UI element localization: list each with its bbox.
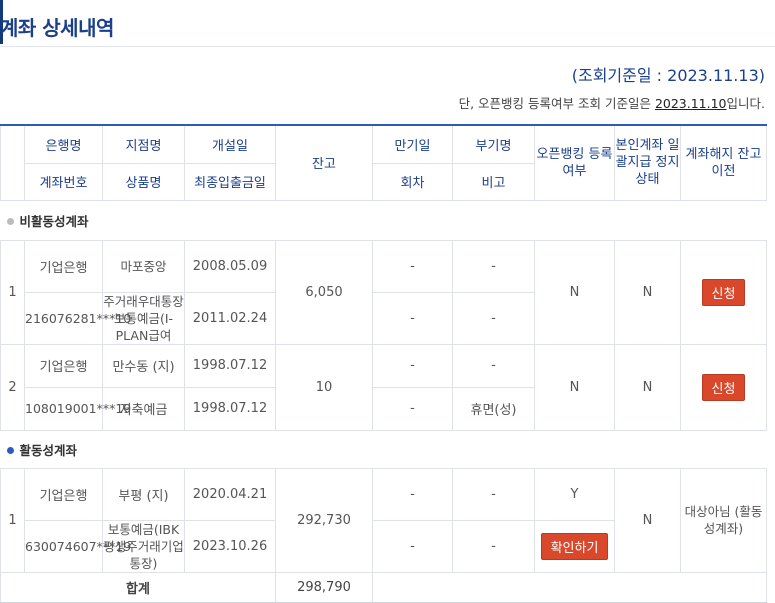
account-number: 216076281***10	[24, 291, 131, 345]
auxiliary: -	[452, 239, 535, 293]
total-empty	[372, 571, 767, 603]
note-prefix: 단, 오픈뱅킹 등록여부 조회 기준일은	[458, 96, 655, 111]
branch-name: 만수동 (지)	[102, 343, 185, 388]
balance: 6,050	[275, 239, 373, 345]
confirm-button[interactable]: 확인하기	[540, 532, 609, 560]
title-divider	[0, 46, 775, 47]
openbanking-status: N	[534, 343, 615, 431]
maturity: -	[372, 343, 453, 388]
openbanking-confirm-cell: 확인하기	[534, 519, 615, 573]
header-account-no: 계좌번호	[24, 162, 103, 201]
header-maturity: 만기일	[372, 124, 453, 164]
table-row: 1 기업은행 마포중앙 2008.05.09 6,050 - - N N 신청	[0, 239, 767, 345]
section-dormant: 비활동성계좌	[0, 199, 767, 241]
remarks: 휴면(성)	[452, 386, 535, 431]
bank-name: 기업은행	[24, 239, 103, 293]
header-balance: 잔고	[275, 124, 373, 201]
section-active: 활동성계좌	[0, 429, 767, 469]
last-txn-date: 2011.02.24	[184, 291, 276, 345]
table-header: 은행명 지점명 개설일 잔고 만기일 부기명 오픈뱅킹 등록여부 본인계좌 일괄…	[0, 124, 767, 201]
header-last-txn: 최종입출금일	[184, 162, 276, 201]
installment: -	[372, 519, 453, 573]
table-row: 2 기업은행 만수동 (지) 1998.07.12 10 - - N N 신청	[0, 343, 767, 431]
bullet-icon	[6, 446, 14, 454]
maturity: -	[372, 467, 453, 521]
header-stop-status: 본인계좌 일괄지급 정지상태	[614, 124, 681, 201]
header-openbanking: 오픈뱅킹 등록여부	[534, 124, 615, 201]
total-label: 합계	[0, 571, 276, 603]
account-number: 630074607***19	[24, 519, 131, 573]
base-date: (조회기준일 : 2023.11.13)	[571, 66, 765, 85]
total-row: 합계 298,790	[0, 571, 767, 603]
total-value: 298,790	[275, 571, 373, 603]
note-date: 2023.11.10	[654, 96, 727, 111]
row-number: 1	[0, 467, 25, 573]
stop-status: N	[614, 467, 681, 573]
table-row: 216076281***10 주거래우대통장보통예금(I-PLAN급여 2011…	[1, 291, 767, 345]
account-number: 108019001***19	[24, 386, 131, 431]
header-product: 상품명	[102, 162, 185, 201]
auxiliary: -	[452, 343, 535, 388]
header-open-date: 개설일	[184, 124, 276, 164]
openbanking-status: N	[534, 239, 615, 345]
row-number: 2	[0, 343, 25, 431]
balance: 292,730	[275, 467, 373, 573]
product-name: 보통예금(IBK평생주거래기업통장)	[102, 519, 185, 573]
openbanking-status: Y	[534, 467, 615, 521]
auxiliary: -	[452, 467, 535, 521]
balance: 10	[275, 343, 373, 431]
closing-cell: 신청	[680, 239, 767, 345]
header-remarks: 비고	[452, 162, 535, 201]
stop-status: N	[614, 343, 681, 431]
header-installment: 회차	[372, 162, 453, 201]
last-txn-date: 1998.07.12	[184, 386, 276, 431]
header-auxiliary: 부기명	[452, 124, 535, 164]
closing-cell: 신청	[680, 343, 767, 431]
account-table: 은행명 지점명 개설일 잔고 만기일 부기명 오픈뱅킹 등록여부 본인계좌 일괄…	[0, 124, 767, 603]
branch-name: 마포중앙	[102, 239, 185, 293]
remarks: -	[452, 291, 535, 345]
section-label: 활동성계좌	[19, 442, 78, 458]
open-date: 2008.05.09	[184, 239, 276, 293]
installment: -	[372, 386, 453, 431]
title-bar: 계좌 상세내역	[0, 0, 775, 47]
header-bank: 은행명	[24, 124, 103, 164]
maturity: -	[372, 239, 453, 293]
header-closing: 계좌해지 잔고이전	[680, 124, 767, 201]
table-row: 630074607***19 보통예금(IBK평생주거래기업통장) 2023.1…	[1, 519, 767, 573]
note-suffix: 입니다.	[726, 96, 765, 111]
apply-button[interactable]: 신청	[701, 373, 746, 401]
stop-status: N	[614, 239, 681, 345]
page-title: 계좌 상세내역	[0, 16, 114, 40]
remarks: -	[452, 519, 535, 573]
bank-name: 기업은행	[24, 343, 103, 388]
row-number: 1	[0, 239, 25, 345]
installment: -	[372, 291, 453, 345]
header-branch: 지점명	[102, 124, 185, 164]
header-no	[0, 124, 25, 201]
openbanking-note: 단, 오픈뱅킹 등록여부 조회 기준일은 2023.11.10입니다.	[459, 93, 765, 112]
closing-status: 대상아님 (활동성계좌)	[680, 467, 767, 573]
section-label: 비활동성계좌	[19, 213, 89, 229]
bank-name: 기업은행	[24, 467, 103, 521]
open-date: 1998.07.12	[184, 343, 276, 388]
bullet-icon	[6, 217, 14, 225]
table-row: 1 기업은행 부평 (지) 2020.04.21 292,730 - - Y N…	[0, 467, 767, 573]
branch-name: 부평 (지)	[102, 467, 185, 521]
product-name: 주거래우대통장보통예금(I-PLAN급여	[102, 291, 185, 345]
title-accent-bar	[0, 0, 3, 44]
apply-button[interactable]: 신청	[701, 278, 746, 306]
last-txn-date: 2023.10.26	[184, 519, 276, 573]
open-date: 2020.04.21	[184, 467, 276, 521]
